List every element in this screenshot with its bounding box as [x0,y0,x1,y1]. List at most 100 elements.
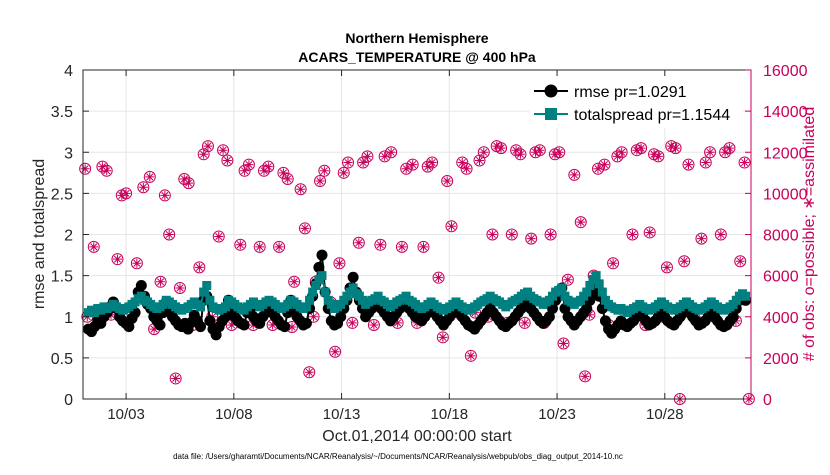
obs-assimilated-marker [671,143,681,153]
obs-assimilated-marker [315,176,325,186]
obs-possible-marker [557,337,570,350]
totalspread-marker [597,287,607,297]
obs-possible-marker [477,146,490,159]
obs-assimilated-marker [380,151,390,161]
obs-assimilated-marker [227,320,237,330]
obs-possible-marker [432,271,445,284]
obs-possible-marker [100,164,113,177]
obs-assimilated-marker [645,227,655,237]
y-axis-label-left: rmse and totalspread [31,159,48,309]
rmse-marker [300,317,312,329]
obs-assimilated-marker [287,322,297,332]
obs-possible-marker [660,261,673,274]
obs-possible-marker [568,168,581,181]
legend: rmse pr=1.0291 totalspread pr=1.1544 [530,76,743,128]
obs-assimilated-marker [576,217,586,227]
obs-possible-marker [553,146,566,159]
obs-assimilated-marker [434,273,444,283]
totalspread-marker [308,287,318,297]
totalspread-marker [317,271,327,281]
obs-assimilated-marker [401,164,411,174]
obs-assimilated-marker [636,143,646,153]
obs-assimilated-marker [580,371,590,381]
obs-assimilated-marker [358,158,368,168]
obs-assimilated-marker [457,158,467,168]
obs-assimilated-marker [214,232,224,242]
obs-possible-marker [288,275,301,288]
rmse-marker [154,319,166,331]
obs-possible-marker [719,146,732,159]
obs-possible-marker [294,183,307,196]
obs-assimilated-marker [375,240,385,250]
obs-possible-marker [682,158,695,171]
obs-assimilated-marker [701,158,711,168]
obs-possible-marker [607,257,620,270]
obs-assimilated-marker [149,324,159,334]
obs-possible-marker [346,316,359,329]
obs-possible-marker [652,150,665,163]
totalspread-marker [305,295,315,305]
obs-possible-marker [277,166,290,179]
obs-assimilated-marker [278,168,288,178]
obs-assimilated-marker [593,164,603,174]
obs-assimilated-marker [705,147,715,157]
obs-assimilated-marker [438,332,448,342]
obs-possible-marker [193,261,206,274]
obs-assimilated-marker [446,221,456,231]
obs-possible-marker [173,281,186,294]
obs-possible-marker [178,172,191,185]
obs-possible-marker [615,146,628,159]
chart-title-line-2: ACARS_TEMPERATURE @ 400 hPa [298,49,536,65]
y-tick-label-right: 2000 [763,351,799,368]
obs-assimilated-marker [550,149,560,159]
obs-possible-marker [421,160,434,173]
y-tick-label-left: 4 [64,63,73,80]
y-tick-label-left: 0.5 [51,351,73,368]
obs-assimilated-marker [80,164,90,174]
obs-assimilated-marker [662,262,672,272]
obs-assimilated-marker [296,184,306,194]
obs-assimilated-marker [418,242,428,252]
obs-assimilated-marker [563,275,573,285]
y-tick-label-right: 0 [763,392,772,409]
obs-possible-marker [120,187,133,200]
obs-possible-marker [445,220,458,233]
obs-assimilated-marker [599,160,609,170]
obs-assimilated-marker [194,262,204,272]
y-tick-label-left: 3.5 [51,104,73,121]
x-tick-label: 10/23 [538,406,576,423]
obs-assimilated-marker [235,240,245,250]
obs-assimilated-marker [393,318,403,328]
legend-box [530,76,743,128]
obs-possible-marker [221,154,234,167]
obs-possible-marker [635,142,648,155]
obs-assimilated-marker [696,234,706,244]
rmse-marker [195,321,207,333]
obs-possible-marker [714,228,727,241]
totalspread-marker [311,280,321,290]
obs-assimilated-marker [309,312,319,322]
legend-label: rmse pr=1.0291 [574,84,687,101]
obs-assimilated-marker [263,162,273,172]
totalspread-marker [585,280,595,290]
obs-possible-marker [329,345,342,358]
obs-assimilated-marker [160,190,170,200]
obs-possible-marker [130,257,143,270]
y-tick-label-left: 1.5 [51,269,73,286]
obs-possible-marker [143,170,156,183]
totalspread-marker [199,287,209,297]
x-tick-label: 10/13 [323,406,361,423]
obs-possible-marker [626,228,639,241]
obs-possible-marker [417,240,430,253]
obs-possible-marker [495,142,508,155]
obs-assimilated-marker [354,238,364,248]
obs-assimilated-marker [334,258,344,268]
obs-assimilated-marker [724,143,734,153]
totalspread-marker [202,280,212,290]
obs-assimilated-marker [487,230,497,239]
obs-assimilated-marker [526,234,536,244]
y-tick-label-right: 4000 [763,310,799,327]
obs-possible-marker [561,273,574,286]
obs-possible-marker [253,240,266,253]
obs-assimilated-marker [145,172,155,182]
